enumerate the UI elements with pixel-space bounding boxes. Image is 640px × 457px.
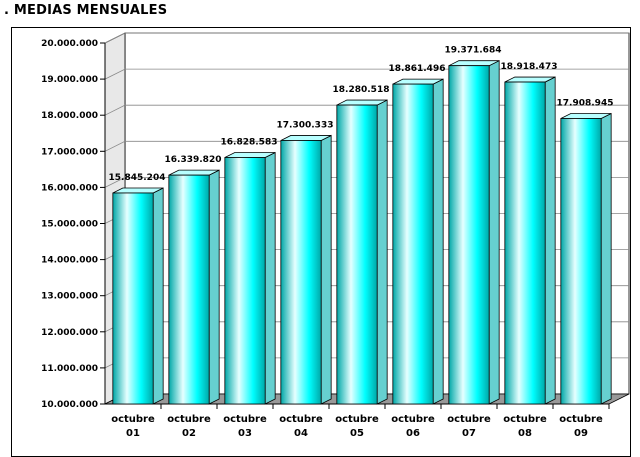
y-tick-label: 14.000.000 — [41, 256, 98, 266]
y-tick-label: 13.000.000 — [41, 292, 98, 302]
bar-side — [600, 112, 612, 405]
bar-side — [488, 60, 500, 405]
x-tick-label: 03 — [238, 428, 252, 439]
x-tick-label: octubre — [559, 414, 603, 425]
y-tick-label: 20.000.000 — [41, 39, 98, 49]
data-label: 18.918.473 — [501, 62, 558, 72]
bar — [168, 174, 210, 405]
data-label: 17.908.945 — [557, 98, 614, 108]
data-label: 17.300.333 — [277, 120, 334, 130]
x-tick-label: 05 — [350, 428, 364, 439]
bar — [112, 192, 154, 405]
x-tick-label: octubre — [111, 414, 155, 425]
y-tick-label: 19.000.000 — [41, 75, 98, 85]
x-tick-label: 09 — [574, 428, 588, 439]
gridline — [104, 32, 629, 44]
data-label: 18.861.496 — [389, 64, 446, 74]
y-tick-label: 12.000.000 — [41, 328, 98, 338]
bar-side — [376, 99, 388, 405]
x-tick-label: octubre — [279, 414, 323, 425]
y-tick-label: 11.000.000 — [41, 364, 98, 374]
x-tick-label: 06 — [406, 428, 420, 439]
bar-chart: 10.000.000 11.000.000 12.000.000 13.000.000… — [41, 32, 630, 439]
bar-side — [544, 76, 556, 405]
x-tick-label: 02 — [182, 428, 196, 439]
data-label: 18.280.518 — [333, 85, 390, 95]
x-tick-label: octubre — [167, 414, 211, 425]
bar — [280, 140, 322, 405]
y-tick-label: 15.000.000 — [41, 220, 98, 230]
x-tick-label: octubre — [391, 414, 435, 425]
y-tick-label: 10.000.000 — [41, 400, 98, 410]
bar-side — [320, 134, 332, 405]
bar — [392, 83, 434, 405]
chart-frame: 10.000.000 11.000.000 12.000.000 13.000.000… — [11, 27, 631, 457]
y-tick-label: 17.000.000 — [41, 147, 98, 157]
x-tick-label: octubre — [335, 414, 379, 425]
bar-side — [208, 169, 220, 405]
bar — [224, 157, 266, 405]
y-tick-label: 18.000.000 — [41, 111, 98, 121]
data-label: 16.339.820 — [165, 155, 222, 165]
x-tick-label: 07 — [462, 428, 476, 439]
data-label: 19.371.684 — [445, 46, 502, 56]
x-tick-label: octubre — [223, 414, 267, 425]
y-tick-label: 16.000.000 — [41, 183, 98, 193]
bar — [504, 81, 546, 405]
x-tick-label: octubre — [447, 414, 491, 425]
bar — [560, 118, 602, 405]
bar — [336, 104, 378, 405]
data-label: 15.845.204 — [109, 173, 166, 183]
bar-side — [152, 187, 164, 405]
bar — [448, 65, 490, 405]
x-tick-label: 04 — [294, 428, 308, 439]
x-tick-label: 08 — [518, 428, 532, 439]
x-tick-label: octubre — [503, 414, 547, 425]
data-label: 16.828.583 — [221, 137, 278, 147]
x-tick-label: 01 — [126, 428, 140, 439]
page-title: . MEDIAS MENSUALES — [4, 3, 168, 18]
bar-side — [264, 151, 276, 405]
bar-side — [432, 78, 444, 405]
